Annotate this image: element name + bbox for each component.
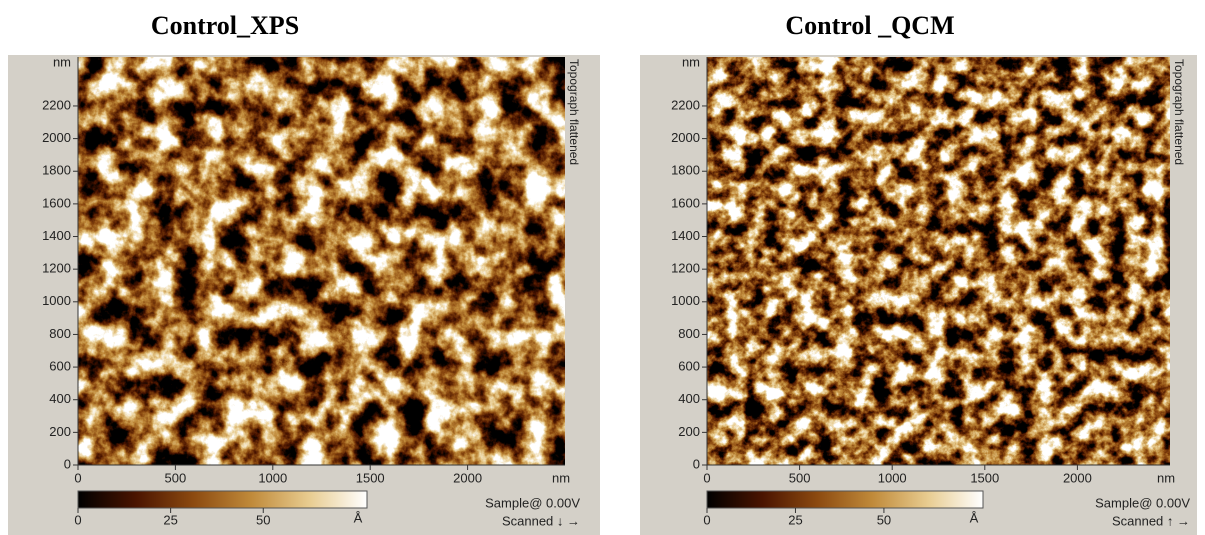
y-tick-label: 1000 bbox=[671, 293, 700, 308]
colorbar bbox=[77, 490, 368, 509]
y-tick-label: 600 bbox=[49, 359, 71, 374]
x-tick-label: 500 bbox=[789, 470, 811, 485]
y-tick-label: 1800 bbox=[42, 163, 71, 178]
y-axis-label: nm bbox=[682, 54, 700, 69]
x-tick-label: 0 bbox=[74, 470, 81, 485]
chart-title: Control_XPS bbox=[151, 11, 299, 40]
colorbar-tick-label: 0 bbox=[703, 512, 710, 527]
colorbar-tick-label: 50 bbox=[256, 512, 270, 527]
chart-title: Control _QCM bbox=[785, 11, 954, 40]
y-tick-label: 1000 bbox=[42, 293, 71, 308]
x-tick-label: 0 bbox=[703, 470, 710, 485]
colorbar-tick-label: 50 bbox=[877, 512, 891, 527]
colorbar bbox=[706, 490, 984, 509]
y-tick-label: 1400 bbox=[671, 228, 700, 243]
x-tick-label: 2000 bbox=[453, 470, 482, 485]
y-tick-label: 1400 bbox=[42, 228, 71, 243]
side-label: Topograph flattened bbox=[1172, 59, 1186, 165]
y-tick-label: 200 bbox=[678, 424, 700, 439]
y-tick-label: 2200 bbox=[42, 97, 71, 112]
x-axis-label: nm bbox=[1157, 470, 1175, 485]
y-tick-label: 200 bbox=[49, 424, 71, 439]
y-tick-label: 400 bbox=[49, 391, 71, 406]
y-tick-label: 0 bbox=[693, 456, 700, 471]
y-axis-label: nm bbox=[53, 54, 71, 69]
note: Sample@ 0.00V bbox=[485, 495, 580, 510]
afm-image bbox=[707, 57, 1170, 465]
colorbar-unit: Å bbox=[970, 510, 979, 525]
x-tick-label: 1000 bbox=[878, 470, 907, 485]
note: Scanned ↓ → bbox=[502, 513, 580, 528]
y-tick-label: 1800 bbox=[671, 163, 700, 178]
y-tick-label: 800 bbox=[49, 326, 71, 341]
colorbar-unit: Å bbox=[354, 510, 363, 525]
x-tick-label: 500 bbox=[165, 470, 187, 485]
x-tick-label: 2000 bbox=[1063, 470, 1092, 485]
afm-image bbox=[78, 57, 565, 465]
y-tick-label: 1600 bbox=[671, 195, 700, 210]
y-tick-label: 2000 bbox=[42, 130, 71, 145]
x-tick-label: 1500 bbox=[970, 470, 999, 485]
colorbar-tick-label: 0 bbox=[74, 512, 81, 527]
y-tick-label: 0 bbox=[64, 456, 71, 471]
y-tick-label: 400 bbox=[678, 391, 700, 406]
y-tick-label: 2200 bbox=[671, 97, 700, 112]
y-tick-label: 1200 bbox=[42, 261, 71, 276]
x-axis-label: nm bbox=[552, 470, 570, 485]
y-tick-label: 1600 bbox=[42, 195, 71, 210]
x-tick-label: 1000 bbox=[258, 470, 287, 485]
y-tick-label: 1200 bbox=[671, 261, 700, 276]
note: Scanned ↑ → bbox=[1112, 513, 1190, 528]
side-label: Topograph flattened bbox=[567, 59, 581, 165]
note: Sample@ 0.00V bbox=[1095, 495, 1190, 510]
y-tick-label: 2000 bbox=[671, 130, 700, 145]
colorbar-tick-label: 25 bbox=[788, 512, 802, 527]
y-tick-label: 600 bbox=[678, 359, 700, 374]
y-tick-label: 800 bbox=[678, 326, 700, 341]
colorbar-tick-label: 25 bbox=[163, 512, 177, 527]
x-tick-label: 1500 bbox=[356, 470, 385, 485]
